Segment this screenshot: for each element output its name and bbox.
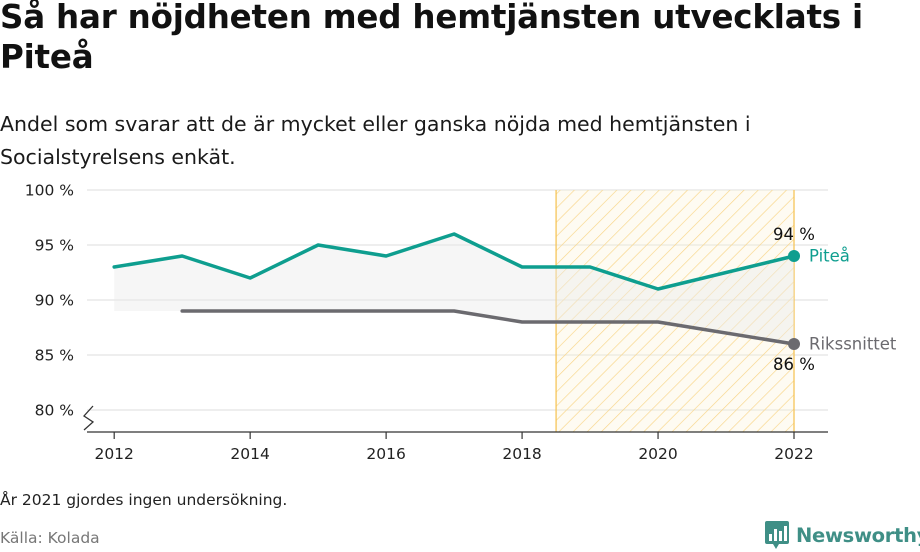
- data-label-end: 86 %: [773, 355, 815, 374]
- series-end-point-1: [788, 338, 801, 350]
- y-tick-label: 90 %: [35, 292, 74, 310]
- y-tick-label: 85 %: [35, 347, 74, 365]
- line-chart: 100 % 95 % 90 % 85 % 80 % 2012 2014 2016 2018 202…: [25, 182, 897, 464]
- hatched-highlight: [556, 190, 795, 432]
- x-tick-label: 2022: [774, 445, 813, 463]
- y-tick-label: 80 %: [35, 402, 74, 420]
- highlight-region: [555, 190, 795, 432]
- x-tick-label: 2018: [502, 445, 541, 463]
- highlight-tint: [556, 190, 795, 432]
- source-note: Källa: Kolada: [0, 529, 100, 547]
- series-name-label: Piteå: [809, 247, 850, 266]
- x-tick-label: 2016: [366, 445, 405, 463]
- data-label-end: 94 %: [773, 225, 815, 244]
- series-end-point-0: [788, 250, 801, 262]
- series-name-label: Rikssnittet: [809, 335, 897, 354]
- footnote: År 2021 gjordes ingen undersökning.: [0, 491, 288, 509]
- chart-subtitle: Andel som svarar att de är mycket eller …: [0, 112, 751, 169]
- x-tick-label: 2012: [94, 445, 133, 463]
- axis-break-icon: [83, 405, 95, 431]
- labels: 100 % 95 % 90 % 85 % 80 % 2012 2014 2016 2018 202…: [25, 182, 897, 464]
- series-line-1: [180, 309, 796, 346]
- x-tick-label: 2014: [230, 445, 269, 463]
- brand-logo: Newsworthy: [764, 519, 920, 551]
- chart-title: Så har nöjdheten med hemtjänsten utveckl…: [0, 0, 863, 76]
- x-tick-label: 2020: [638, 445, 677, 463]
- axes: [83, 405, 828, 439]
- newsworthy-logo-icon: [765, 521, 789, 549]
- series-line-0: [112, 232, 796, 291]
- series-lines: [112, 232, 801, 350]
- y-tick-label: 100 %: [25, 182, 74, 200]
- brand-name: Newsworthy: [796, 523, 920, 547]
- y-tick-label: 95 %: [35, 237, 74, 255]
